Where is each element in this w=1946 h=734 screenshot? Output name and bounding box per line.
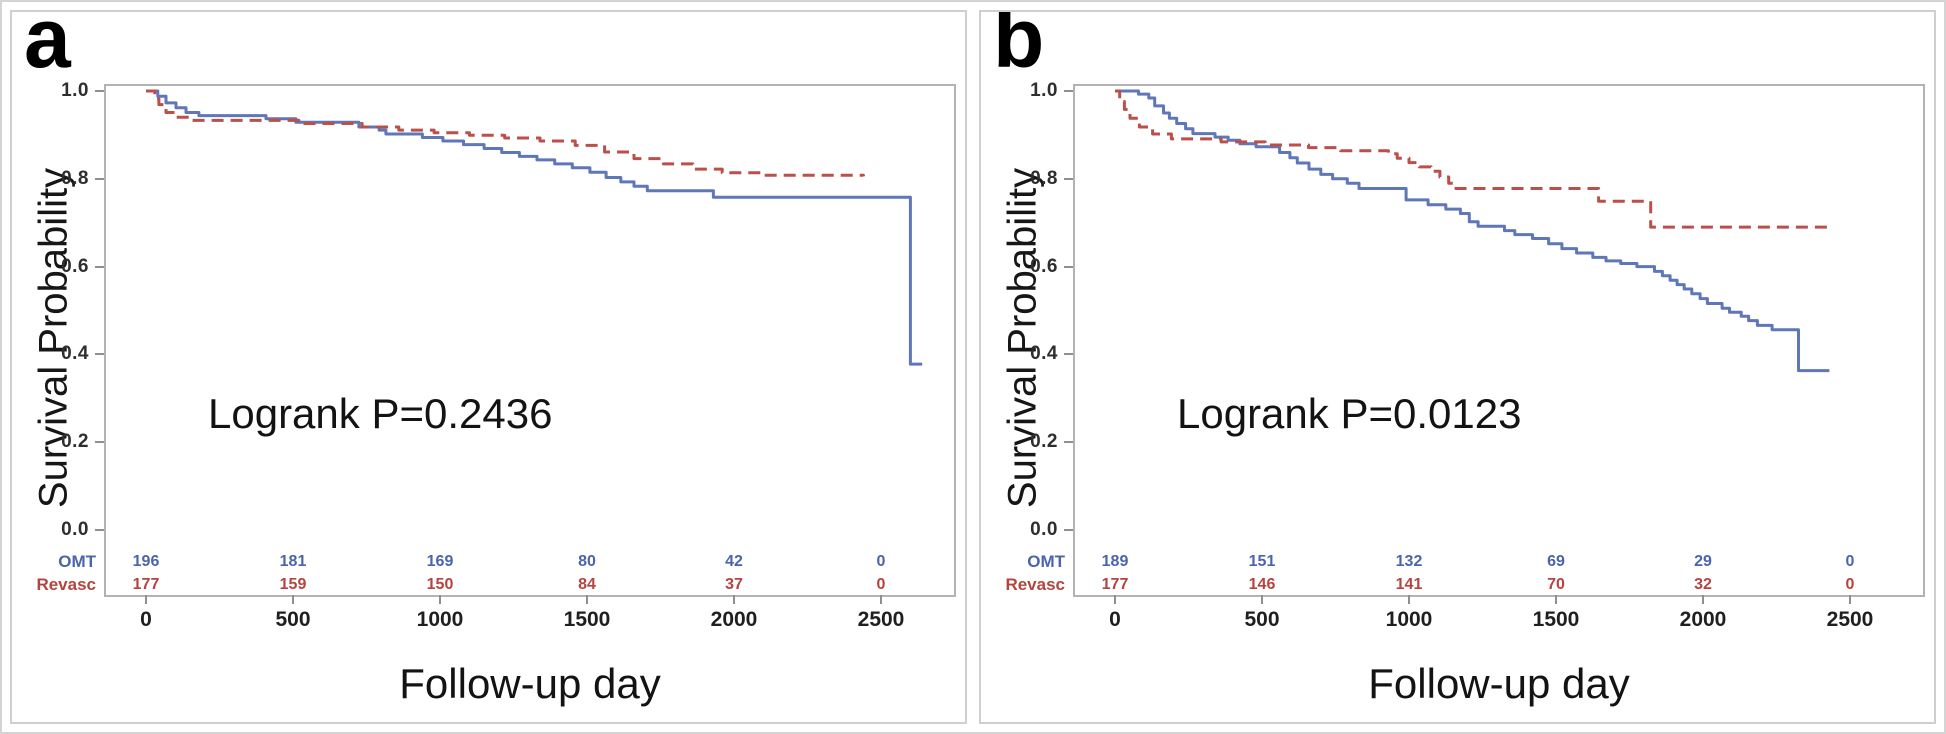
panel-b: b Survival Probability 1.0 0.8 0.6 0.4 0.2 0.0 0… <box>979 10 1936 724</box>
plot-frame <box>104 84 956 597</box>
y-tick-label: 0.2 <box>61 431 89 453</box>
risk-value-omt: 29 <box>1694 553 1712 570</box>
risk-value-omt: 151 <box>1248 553 1276 570</box>
x-tick-label: 1000 <box>1385 608 1433 631</box>
y-tick-mark <box>95 177 104 180</box>
risk-value-revasc: 0 <box>1845 576 1855 593</box>
y-tick-label: 0.8 <box>61 167 89 189</box>
risk-value-revasc: 70 <box>1547 576 1565 593</box>
x-tick-label: 500 <box>1244 608 1280 631</box>
risk-value-revasc: 177 <box>1101 576 1129 593</box>
y-tick-label: 0.4 <box>61 343 89 365</box>
risk-value-omt: 196 <box>132 553 160 570</box>
x-tick-label: 2000 <box>710 608 758 631</box>
x-tick-mark <box>439 595 441 604</box>
plot-frame <box>1073 84 1925 597</box>
y-tick-mark <box>95 265 104 268</box>
km-curves-svg <box>146 89 923 366</box>
y-tick-mark <box>1064 529 1073 531</box>
x-tick-mark <box>1849 595 1851 604</box>
x-tick-label: 0 <box>1109 608 1121 631</box>
risk-row-label-omt: OMT <box>1027 552 1065 571</box>
y-tick-mark <box>1064 441 1073 444</box>
omt-curve <box>1115 89 1830 373</box>
risk-value-revasc: 177 <box>132 576 160 593</box>
y-tick-mark <box>95 90 104 92</box>
panel-letter: a <box>24 10 71 85</box>
risk-value-revasc: 0 <box>876 576 886 593</box>
risk-value-revasc: 37 <box>725 576 743 593</box>
omt-curve <box>146 89 923 366</box>
y-tick-label: 0.6 <box>1030 255 1058 277</box>
logrank-annotation: Logrank P=0.0123 <box>1177 390 1522 437</box>
km-curves-svg <box>1115 89 1830 373</box>
y-tick-mark <box>95 529 104 531</box>
y-tick-mark <box>1064 90 1073 92</box>
revasc-curve <box>146 89 865 177</box>
x-axis-title: Follow-up day <box>1368 660 1630 707</box>
y-axis-title: Survival Probability <box>1000 167 1045 509</box>
x-tick-mark <box>880 595 882 604</box>
y-tick-mark <box>1064 265 1073 268</box>
y-tick-label: 0.2 <box>1030 431 1058 453</box>
x-tick-label: 1000 <box>416 608 464 631</box>
x-tick-label: 500 <box>275 608 311 631</box>
x-tick-mark <box>1702 595 1704 604</box>
x-tick-mark <box>1261 595 1263 604</box>
y-tick-label: 1.0 <box>1030 80 1058 101</box>
y-axis-title: Survival Probability <box>31 167 76 509</box>
x-tick-mark <box>292 595 294 604</box>
y-tick-mark <box>1064 177 1073 180</box>
revasc-curve <box>1115 89 1830 229</box>
y-tick-mark <box>1064 353 1073 356</box>
x-tick-mark <box>1555 595 1557 604</box>
risk-value-revasc: 32 <box>1694 576 1712 593</box>
risk-row-label-revasc: Revasc <box>1005 575 1065 594</box>
risk-value-omt: 80 <box>578 553 596 570</box>
risk-value-omt: 132 <box>1395 553 1423 570</box>
x-tick-mark <box>733 595 735 604</box>
y-tick-label: 1.0 <box>61 80 89 101</box>
y-tick-label: 0.0 <box>61 519 89 540</box>
risk-value-omt: 169 <box>426 553 454 570</box>
x-tick-label: 1500 <box>1532 608 1580 631</box>
x-tick-mark <box>1408 595 1410 604</box>
risk-value-omt: 189 <box>1101 553 1129 570</box>
x-tick-mark <box>145 595 147 604</box>
risk-value-revasc: 84 <box>578 576 596 593</box>
x-axis-title: Follow-up day <box>399 660 661 707</box>
x-tick-label: 2500 <box>857 608 905 631</box>
risk-value-omt: 181 <box>279 553 307 570</box>
risk-value-revasc: 159 <box>279 576 307 593</box>
risk-value-revasc: 141 <box>1395 576 1423 593</box>
x-tick-label: 0 <box>140 608 152 631</box>
x-tick-mark <box>1114 595 1116 604</box>
logrank-annotation: Logrank P=0.2436 <box>208 390 553 437</box>
y-tick-label: 0.8 <box>1030 167 1058 189</box>
risk-row-label-revasc: Revasc <box>36 575 96 594</box>
y-tick-label: 0.6 <box>61 255 89 277</box>
x-tick-mark <box>586 595 588 604</box>
risk-value-omt: 42 <box>725 553 743 570</box>
risk-value-omt: 0 <box>876 553 886 570</box>
risk-value-omt: 0 <box>1845 553 1855 570</box>
y-tick-mark <box>95 441 104 444</box>
x-tick-label: 1500 <box>563 608 611 631</box>
risk-value-revasc: 146 <box>1248 576 1276 593</box>
y-tick-label: 0.0 <box>1030 519 1058 540</box>
y-tick-label: 0.4 <box>1030 343 1058 365</box>
risk-value-revasc: 150 <box>426 576 454 593</box>
risk-row-label-omt: OMT <box>58 552 96 571</box>
x-tick-label: 2500 <box>1826 608 1874 631</box>
risk-value-omt: 69 <box>1547 553 1565 570</box>
panel-a: a Survival Probability 1.0 0.8 0.6 0.4 0.2 0.0 0… <box>10 10 967 724</box>
panel-letter: b <box>993 10 1045 85</box>
y-tick-mark <box>95 353 104 356</box>
x-tick-label: 2000 <box>1679 608 1727 631</box>
